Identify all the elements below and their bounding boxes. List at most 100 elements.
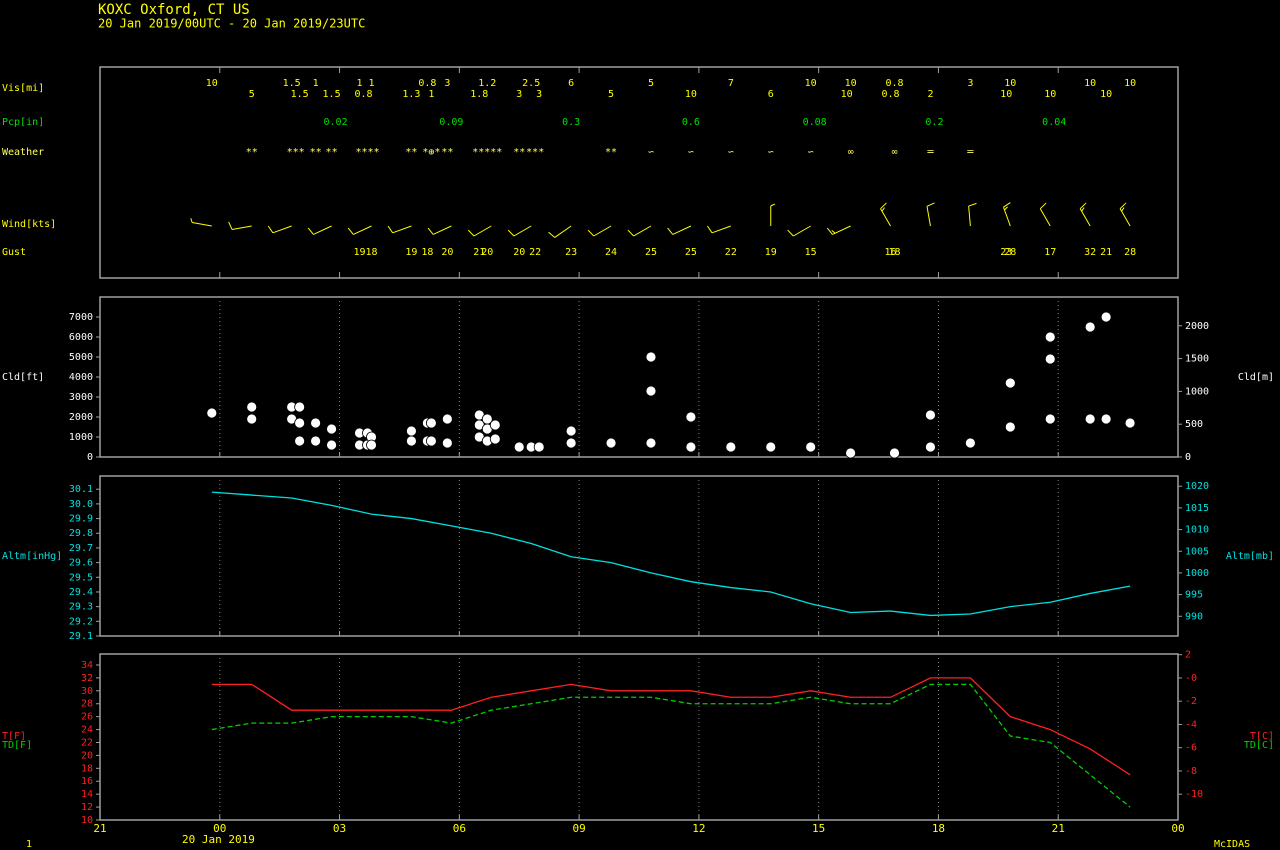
y-tick-label: 29.9 (69, 514, 93, 525)
gust-value: 19 (765, 247, 777, 258)
legend-label: TD[C] (1244, 740, 1274, 751)
wind-barb (507, 225, 532, 237)
date-label: 20 Jan 2019 (182, 833, 255, 846)
gust-value: 15 (805, 247, 817, 258)
cloud-point (1084, 321, 1096, 333)
wind-barb (587, 225, 612, 237)
y-tick-label: 1000 (69, 432, 93, 443)
vis-value: 10 (685, 89, 697, 100)
cloud-point (565, 425, 577, 437)
x-tick-label: 00 (1171, 822, 1184, 835)
y2-tick-label: -2 (1185, 696, 1197, 707)
cloud-point (1004, 421, 1016, 433)
wind-barb (190, 218, 212, 227)
wind-barb (627, 225, 652, 237)
y-tick-label: 18 (81, 763, 93, 774)
vis-value: 1 (313, 78, 319, 89)
y2-tick-label: 1010 (1185, 525, 1209, 536)
weather-value: ** (405, 147, 417, 158)
y2-tick-label: 1000 (1185, 386, 1209, 397)
y-tick-label: 32 (81, 673, 93, 684)
cloud-point (725, 441, 737, 453)
gust-value: 21 (1100, 247, 1112, 258)
vis-value: 1.3 (402, 89, 420, 100)
cloud-point (1044, 353, 1056, 365)
cloud-point (425, 417, 437, 429)
cloud-point (685, 411, 697, 423)
cloud-point (366, 439, 377, 451)
weather-value: ∽ (808, 147, 814, 158)
weather-value: ∞ (892, 147, 898, 158)
x-tick-label: 12 (692, 822, 705, 835)
vis-value: 2.5 (522, 78, 540, 89)
vis-value: 10 (206, 78, 218, 89)
wind-barb (880, 202, 891, 227)
wind-barb (307, 225, 332, 235)
pcp-value: 0.09 (439, 117, 463, 128)
weather-value: ∽ (648, 147, 654, 158)
wind-barb (548, 225, 572, 238)
vis-value: 10 (805, 78, 817, 89)
gust-value: 28 (1124, 247, 1136, 258)
vis-value: 6 (568, 78, 574, 89)
x-tick-label: 09 (572, 822, 585, 835)
y-tick-label: 29.1 (69, 631, 93, 642)
wind-barb (667, 225, 692, 235)
weather-value: ** (605, 147, 617, 158)
pcp-value: 0.04 (1042, 117, 1066, 128)
vis-value: 0.8 (882, 89, 900, 100)
weather-value: ∞ (848, 147, 854, 158)
pcp-value: 0.3 (562, 117, 580, 128)
y-tick-label: 0 (87, 452, 93, 463)
panel-frame (99, 653, 1179, 821)
wind-barb (1079, 202, 1091, 227)
gust-value: 22 (725, 247, 737, 258)
wind-barb (787, 225, 811, 237)
y-axis-label: Cld[ft] (2, 372, 44, 383)
gust-value: 25 (685, 247, 697, 258)
data-line (211, 677, 1131, 776)
cloud-point (1044, 413, 1056, 425)
vis-value: 10 (1044, 89, 1056, 100)
vis-value: 1.5 (291, 89, 309, 100)
cloud-point (925, 409, 936, 421)
y-tick-label: 29.7 (69, 543, 93, 554)
cloud-point (513, 441, 525, 453)
data-line (211, 683, 1131, 808)
y-tick-label: 16 (81, 776, 93, 787)
wind-barb (1039, 202, 1051, 227)
y-tick-label: 24 (81, 725, 93, 736)
y2-tick-label: -6 (1185, 743, 1197, 754)
vis-value: 10 (841, 89, 853, 100)
cloud-point (805, 441, 817, 453)
cloud-point (565, 437, 577, 449)
y-tick-label: 5000 (69, 352, 93, 363)
x-tick-label: 21 (93, 822, 106, 835)
period: 20 Jan 2019/00UTC - 20 Jan 2019/23UTC (98, 17, 365, 31)
x-tick-label: 03 (333, 822, 346, 835)
y-tick-label: 2000 (69, 412, 93, 423)
y2-tick-label: 2000 (1185, 321, 1209, 332)
cloud-point (645, 437, 657, 449)
gust-value: 19 (405, 247, 417, 258)
data-line (211, 491, 1131, 617)
y-tick-label: 14 (81, 789, 93, 800)
cloud-point (326, 423, 337, 435)
cloud-point (1084, 413, 1096, 425)
y-tick-label: 26 (81, 712, 93, 723)
weather-value: ** (441, 147, 453, 158)
cloud-point (533, 441, 545, 453)
y-tick-label: 34 (81, 660, 93, 671)
cloud-point (294, 435, 306, 447)
wind-barb (347, 225, 372, 235)
wind-barb (968, 202, 977, 227)
y2-tick-label: 1500 (1185, 354, 1209, 365)
y2-tick-label: 0 (1185, 452, 1191, 463)
credit: McIDAS (1214, 839, 1250, 850)
vis-value: 1 (428, 89, 434, 100)
panel-frame (99, 66, 1179, 279)
wind-barb (770, 203, 775, 226)
y2-tick-label: 1015 (1185, 503, 1209, 514)
y-tick-label: 7000 (69, 312, 93, 323)
